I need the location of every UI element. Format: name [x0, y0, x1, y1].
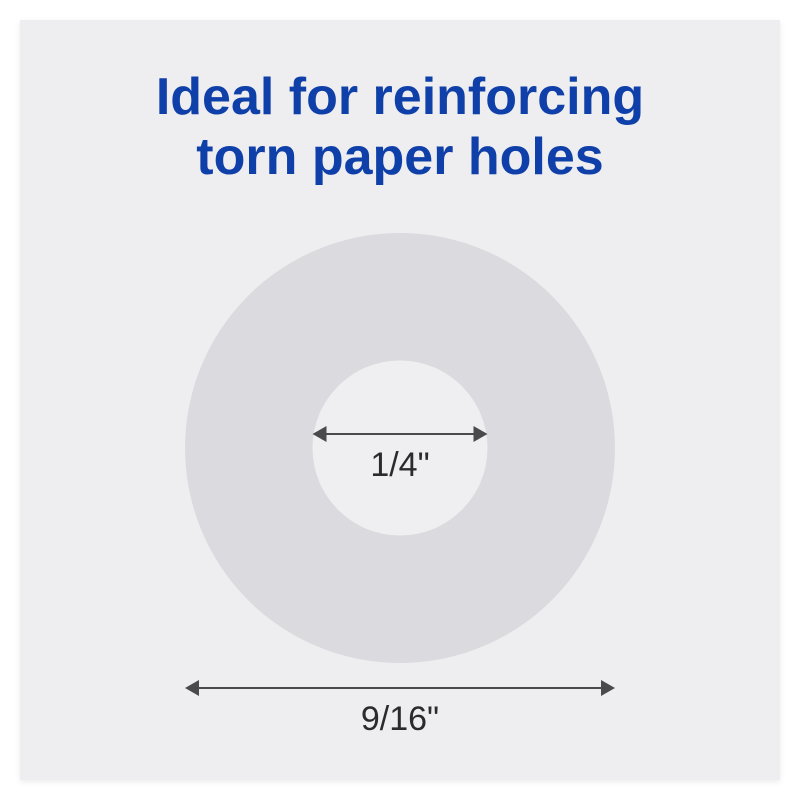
arrow-right-icon	[601, 680, 615, 696]
headline-text: Ideal for reinforcing torn paper holes	[20, 68, 780, 188]
product-info-card: Ideal for reinforcing torn paper holes 1…	[20, 20, 780, 780]
arrow-left-icon	[313, 426, 327, 442]
arrow-right-icon	[474, 426, 488, 442]
dimension-bar	[327, 433, 474, 435]
headline-line2: torn paper holes	[20, 128, 780, 188]
outer-dimension-line	[185, 680, 615, 696]
inner-dimension-label: 1/4"	[370, 446, 429, 485]
arrow-left-icon	[185, 680, 199, 696]
outer-dimension-label: 9/16"	[361, 700, 439, 739]
inner-dimension-line	[313, 426, 488, 442]
dimension-bar	[199, 687, 601, 689]
headline-line1: Ideal for reinforcing	[20, 68, 780, 128]
